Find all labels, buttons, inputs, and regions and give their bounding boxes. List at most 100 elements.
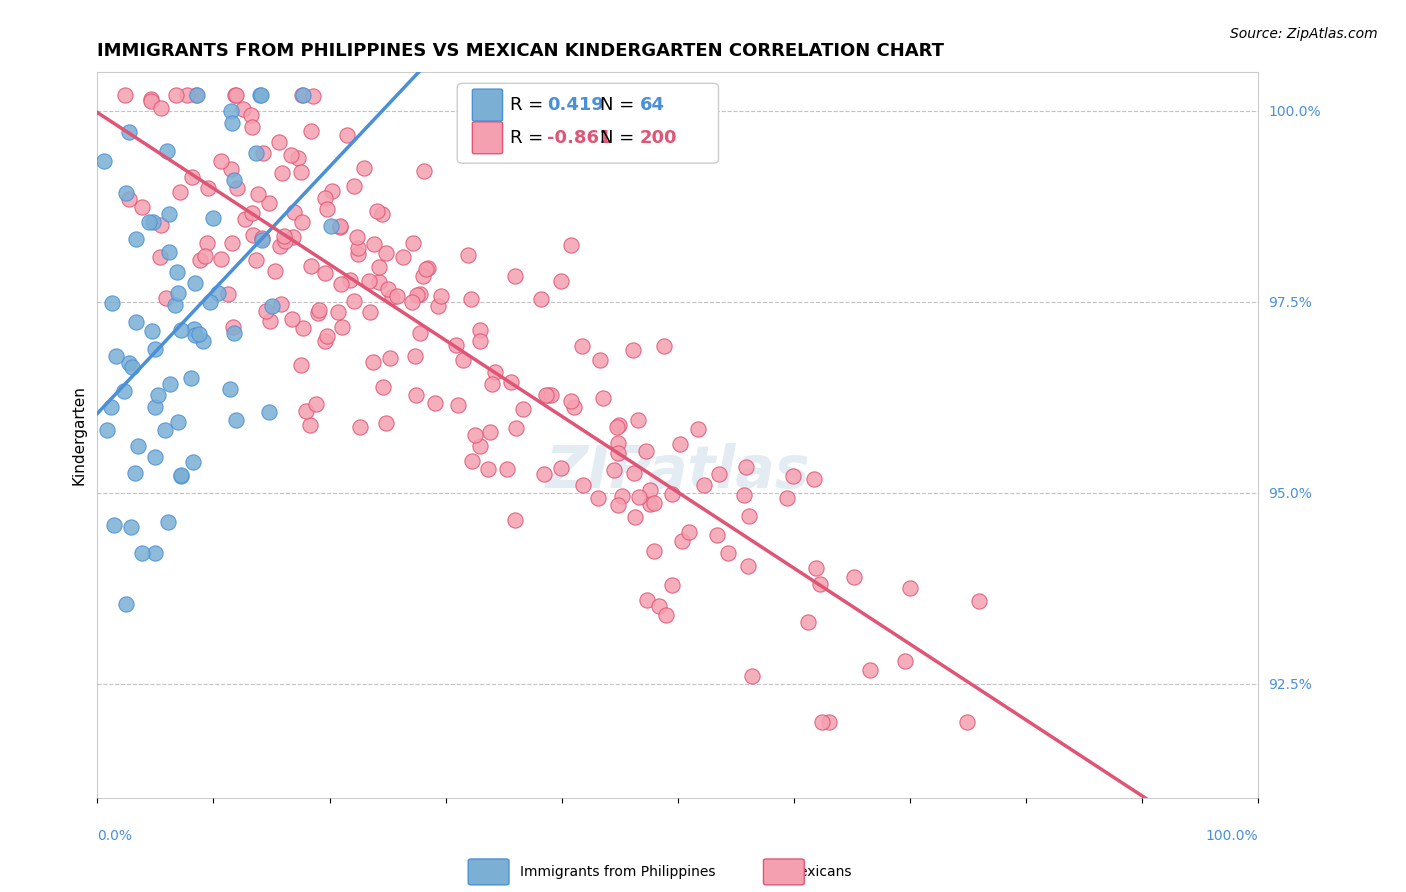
Point — [245, 145, 267, 160]
Point — [121, 360, 143, 375]
Point — [299, 259, 322, 273]
Point — [477, 461, 499, 475]
Point — [536, 388, 558, 402]
Point — [624, 510, 647, 524]
Text: N =: N = — [600, 96, 634, 114]
Point — [655, 607, 678, 622]
Point — [125, 232, 148, 246]
Point — [636, 592, 658, 607]
Point — [797, 615, 820, 629]
Text: IMMIGRANTS FROM PHILIPPINES VS MEXICAN KINDERGARTEN CORRELATION CHART: IMMIGRANTS FROM PHILIPPINES VS MEXICAN K… — [97, 42, 945, 60]
Point — [112, 384, 135, 398]
Point — [326, 305, 349, 319]
Point — [501, 375, 523, 389]
Point — [287, 151, 309, 165]
Point — [378, 351, 401, 365]
FancyBboxPatch shape — [457, 83, 718, 163]
Point — [143, 546, 166, 560]
Point — [163, 298, 186, 312]
Point — [628, 490, 651, 504]
Point — [186, 88, 208, 103]
Point — [290, 359, 312, 373]
Point — [307, 306, 329, 320]
Point — [167, 285, 190, 300]
Point — [250, 88, 273, 103]
Point — [484, 365, 506, 379]
Y-axis label: Kindergarten: Kindergarten — [72, 385, 86, 485]
Point — [165, 88, 187, 103]
Point — [671, 533, 693, 548]
Text: R =: R = — [509, 96, 543, 114]
Point — [533, 467, 555, 481]
Point — [706, 528, 728, 542]
Point — [451, 353, 474, 368]
Point — [643, 543, 665, 558]
Point — [240, 206, 263, 220]
Point — [191, 334, 214, 349]
Text: R =: R = — [509, 128, 543, 147]
Point — [444, 338, 467, 352]
Point — [170, 323, 193, 337]
Point — [93, 154, 115, 169]
Point — [259, 313, 281, 327]
Point — [149, 218, 172, 232]
Point — [283, 204, 305, 219]
Point — [176, 88, 198, 103]
Point — [301, 89, 323, 103]
Point — [347, 241, 370, 255]
Point — [329, 219, 352, 233]
Point — [430, 289, 453, 303]
Point — [586, 491, 609, 506]
Point — [353, 161, 375, 175]
Point — [808, 577, 831, 591]
Point — [291, 88, 314, 103]
Point — [117, 193, 139, 207]
Point — [143, 342, 166, 356]
Point — [169, 185, 191, 199]
Point — [233, 212, 256, 227]
Point — [247, 187, 270, 202]
Point — [245, 252, 267, 267]
Point — [560, 238, 582, 252]
Point — [149, 250, 172, 264]
Point — [219, 382, 242, 396]
Point — [249, 88, 271, 103]
Point — [371, 207, 394, 221]
Point — [219, 104, 242, 119]
Point — [197, 181, 219, 195]
Point — [186, 88, 208, 103]
Point — [290, 165, 312, 179]
Point — [250, 233, 273, 247]
Point — [264, 264, 287, 278]
Point — [187, 326, 209, 341]
Point — [155, 292, 177, 306]
Point — [503, 268, 526, 283]
Point — [894, 654, 917, 668]
Point — [181, 455, 204, 469]
Point — [270, 166, 292, 180]
Point — [143, 400, 166, 414]
Point — [349, 419, 371, 434]
Point — [254, 304, 277, 318]
Point — [167, 415, 190, 429]
Point — [806, 560, 828, 574]
Point — [329, 277, 352, 291]
Point — [209, 252, 232, 266]
Point — [464, 427, 486, 442]
Point — [222, 319, 245, 334]
Point — [735, 459, 758, 474]
Point — [560, 394, 582, 409]
Point — [316, 202, 339, 216]
Point — [409, 286, 432, 301]
Point — [269, 239, 291, 253]
Point — [270, 297, 292, 311]
Point — [314, 190, 336, 204]
Point — [540, 387, 562, 401]
Point — [503, 513, 526, 527]
Point — [606, 420, 628, 434]
Point — [401, 295, 423, 310]
Point — [184, 277, 207, 291]
Point — [776, 491, 799, 505]
Point — [404, 350, 426, 364]
Point — [363, 355, 385, 369]
